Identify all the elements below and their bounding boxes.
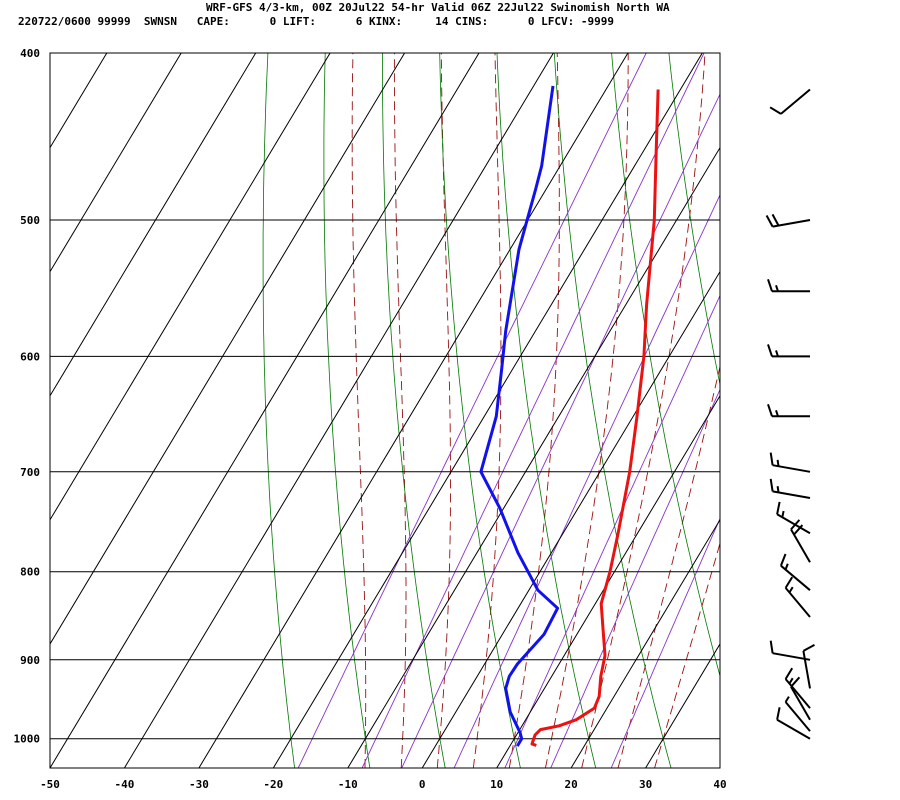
moist-adiabat-line	[581, 53, 706, 768]
dry-adiabat-line	[668, 53, 720, 387]
x-tick-label: -30	[189, 778, 209, 791]
dry-adiabat-line	[553, 53, 672, 768]
moist-adiabat-line	[436, 53, 451, 768]
x-tick-label: -50	[40, 778, 60, 791]
mixing-ratio-line	[504, 294, 720, 768]
pressure-tick-label: 800	[20, 566, 40, 579]
moist-adiabat-line	[654, 541, 720, 768]
dewpoint-profile	[479, 85, 560, 747]
moist-adiabat-line	[544, 53, 629, 768]
dry-adiabat-line	[323, 53, 371, 768]
pressure-tick-label: 600	[20, 350, 40, 363]
isotherm-grid	[50, 53, 720, 768]
x-tick-label: -40	[114, 778, 134, 791]
isotherm-line	[719, 767, 720, 768]
mixing-ratio-line	[401, 93, 720, 768]
isotherm-line	[347, 146, 720, 768]
wind-barb	[776, 501, 811, 535]
sounding-indices: 220722/0600 99999 SWNSN CAPE: 0 LIFT: 6 …	[18, 15, 615, 28]
dry-adiabat-line	[726, 53, 897, 768]
moist-adiabat-line	[472, 53, 502, 768]
pressure-tick-label: 900	[20, 654, 40, 667]
moist-adiabat-line	[508, 53, 560, 768]
isotherm-line	[50, 53, 331, 521]
dry-adiabat-line	[262, 53, 295, 768]
isotherm-line	[50, 53, 182, 273]
wind-barb	[790, 676, 811, 721]
dry-adiabat-line	[841, 53, 900, 768]
pressure-tick-label: 1000	[14, 733, 41, 746]
temperature-profile	[530, 89, 660, 747]
pressure-tick-labels: 400 500 600 700 800 900 1000	[14, 47, 41, 746]
moist-adiabat-line	[393, 53, 407, 768]
dry-adiabat-line	[496, 53, 597, 768]
wind-barb	[765, 213, 811, 228]
pressure-tick-label: 400	[20, 47, 40, 60]
profiles	[479, 85, 660, 747]
wind-barb	[769, 452, 811, 473]
wind-barb	[767, 344, 810, 358]
moist-adiabat-line	[617, 364, 720, 768]
wind-barb	[776, 707, 811, 740]
isotherm-line	[570, 518, 720, 768]
dry-adiabats	[262, 53, 900, 768]
mixing-ratio-lines	[297, 53, 720, 768]
isobar-grid	[50, 52, 720, 740]
wind-barb	[784, 576, 811, 618]
wind-barb	[802, 644, 815, 689]
isotherm-line	[123, 53, 554, 768]
wind-barbs	[765, 88, 815, 740]
wind-barb	[790, 519, 811, 563]
pressure-tick-label: 700	[20, 466, 40, 479]
dry-adiabat-line	[783, 53, 900, 768]
plot-frame	[49, 52, 721, 769]
wind-barb	[784, 667, 811, 709]
mixing-ratio-line	[297, 53, 647, 768]
isotherm-line	[50, 53, 406, 645]
moist-adiabats	[351, 53, 720, 768]
isotherm-line	[50, 53, 108, 149]
isotherm-line	[496, 394, 720, 768]
wind-barb	[767, 403, 810, 418]
isotherm-line	[645, 643, 720, 768]
x-tick-label: 30	[639, 778, 652, 791]
x-tick-label: 20	[564, 778, 577, 791]
wind-barb	[769, 640, 811, 661]
wind-barb	[769, 478, 811, 499]
dry-adiabat-line	[611, 53, 720, 678]
mixing-ratio-line	[453, 193, 720, 768]
mixing-ratio-line	[550, 388, 720, 768]
x-tick-label: 10	[490, 778, 503, 791]
x-tick-label: 0	[419, 778, 426, 791]
dry-adiabat-line	[382, 53, 446, 768]
wind-barb	[767, 278, 810, 293]
pressure-tick-label: 500	[20, 214, 40, 227]
x-tick-labels: -50 -40 -30 -20 -10 0 10 20 30 40	[40, 778, 727, 791]
chart-header: WRF-GFS 4/3-km, 00Z 20Jul22 54-hr Valid …	[0, 0, 900, 30]
x-tick-label: -10	[338, 778, 358, 791]
isotherm-line	[50, 53, 480, 768]
isotherm-line	[198, 53, 629, 768]
wind-barb	[784, 696, 811, 732]
x-tick-label: -20	[263, 778, 283, 791]
moist-adiabat-line	[351, 53, 367, 768]
wind-barb	[769, 88, 811, 115]
x-tick-label: 40	[713, 778, 726, 791]
wind-barb	[779, 553, 811, 591]
mixing-ratio-line	[610, 517, 720, 768]
chart-title: WRF-GFS 4/3-km, 00Z 20Jul22 54-hr Valid …	[206, 1, 670, 14]
isotherm-line	[272, 53, 703, 768]
isotherm-line	[50, 53, 257, 397]
